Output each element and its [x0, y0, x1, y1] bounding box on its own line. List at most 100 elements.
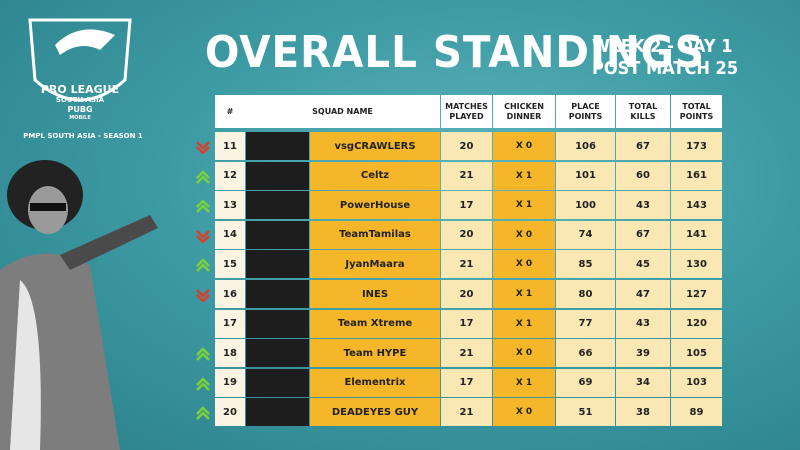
logo-caption: PMPL SOUTH ASIA - SEASON 1: [23, 132, 143, 140]
logo-shield: [28, 18, 132, 102]
total-cell: 173: [671, 132, 722, 161]
chicken-cell: X 0: [493, 398, 555, 427]
kills-cell: 43: [616, 191, 670, 220]
column-header: #: [215, 95, 245, 128]
squad-cell: Elementrix: [310, 368, 440, 397]
trend-icon: [196, 406, 210, 421]
logo-text: SOUTH ASIA: [55, 96, 105, 104]
rank-cell: 14: [215, 220, 245, 249]
trend-icon: [196, 141, 210, 155]
matches-cell: 21: [441, 161, 492, 190]
subtitle: POST MATCH 25: [592, 58, 739, 79]
rank-cell: 19: [215, 368, 245, 397]
trend-icon: [196, 258, 210, 273]
place-cell: 100: [556, 191, 615, 220]
title: OVERALL STANDINGS: [205, 27, 705, 78]
trend-arrow: [196, 376, 210, 391]
rank-cell: 18: [215, 339, 245, 368]
kills-cell: 67: [616, 220, 670, 249]
kills-cell: 39: [616, 339, 670, 368]
total-cell: 161: [671, 161, 722, 190]
trend-arrow: [196, 169, 210, 184]
chicken-cell: X 0: [493, 339, 555, 368]
logo-text: PUBG: [67, 105, 93, 114]
team-logo: [246, 191, 309, 220]
kills-cell: 45: [616, 250, 670, 279]
squad-cell: Team HYPE: [310, 339, 440, 368]
trend-arrow: [196, 198, 210, 214]
matches-cell: 20: [441, 132, 492, 161]
chicken-cell: X 0: [493, 220, 555, 249]
total-cell: 130: [671, 250, 722, 279]
kills-cell: 47: [616, 280, 670, 309]
matches-cell: 21: [441, 398, 492, 427]
trend-icon: [196, 199, 210, 214]
place-cell: 66: [556, 339, 615, 368]
total-cell: 105: [671, 339, 722, 368]
chicken-cell: X 0: [493, 250, 555, 279]
figure-glasses: [30, 203, 66, 211]
place-cell: 74: [556, 220, 615, 249]
squad-cell: INES: [310, 280, 440, 309]
squad-cell: vsgCRAWLERS: [310, 132, 440, 161]
total-cell: 127: [671, 280, 722, 309]
chicken-cell: X 1: [493, 368, 555, 397]
team-logo: [246, 132, 309, 161]
place-cell: 80: [556, 280, 615, 309]
team-logo: [246, 161, 309, 190]
column-header: SQUAD NAME: [245, 95, 440, 128]
matches-cell: 17: [441, 191, 492, 220]
team-logo: [246, 368, 309, 397]
trend-icon: [196, 229, 210, 244]
team-logo: [246, 280, 309, 309]
total-cell: 89: [671, 398, 722, 427]
trend-icon: [196, 169, 210, 184]
place-cell: 106: [556, 132, 615, 161]
matches-cell: 17: [441, 368, 492, 397]
chicken-cell: X 1: [493, 280, 555, 309]
trend-arrow: [196, 346, 210, 362]
trend-icon: [196, 347, 210, 362]
kills-cell: 38: [616, 398, 670, 427]
logo-text: PRO LEAGUE: [40, 83, 120, 96]
kills-cell: 43: [616, 309, 670, 338]
rank-cell: 17: [215, 309, 245, 338]
trend-arrow: [196, 287, 210, 303]
rank-cell: 13: [215, 191, 245, 220]
place-cell: 101: [556, 161, 615, 190]
place-cell: 51: [556, 398, 615, 427]
matches-cell: 20: [441, 220, 492, 249]
column-header: CHICKEN DINNER: [493, 95, 555, 128]
logo-wing: [55, 29, 115, 55]
column-header: PLACE POINTS: [556, 95, 615, 128]
column-header: TOTAL KILLS: [616, 95, 670, 128]
squad-cell: PowerHouse: [310, 191, 440, 220]
chicken-cell: X 0: [493, 132, 555, 161]
rank-cell: 15: [215, 250, 245, 279]
total-cell: 143: [671, 191, 722, 220]
figure-weapon: [60, 215, 158, 270]
place-cell: 69: [556, 368, 615, 397]
matches-cell: 20: [441, 280, 492, 309]
total-cell: 103: [671, 368, 722, 397]
kills-cell: 34: [616, 368, 670, 397]
team-logo: [246, 250, 309, 279]
rank-cell: 20: [215, 398, 245, 427]
place-cell: 77: [556, 309, 615, 338]
squad-cell: Team Xtreme: [310, 309, 440, 338]
trend-arrow: [196, 257, 210, 273]
place-cell: 85: [556, 250, 615, 279]
rank-cell: 11: [215, 132, 245, 161]
kills-cell: 67: [616, 132, 670, 161]
rank-cell: 16: [215, 280, 245, 309]
squad-cell: JyanMaara: [310, 250, 440, 279]
team-logo: [246, 339, 309, 368]
team-logo: [246, 220, 309, 249]
total-cell: 141: [671, 220, 722, 249]
column-header: MATCHES PLAYED: [441, 95, 492, 128]
chicken-cell: X 1: [493, 191, 555, 220]
total-cell: 120: [671, 309, 722, 338]
subtitle: WEEK 2 - DAY 1: [592, 36, 733, 57]
